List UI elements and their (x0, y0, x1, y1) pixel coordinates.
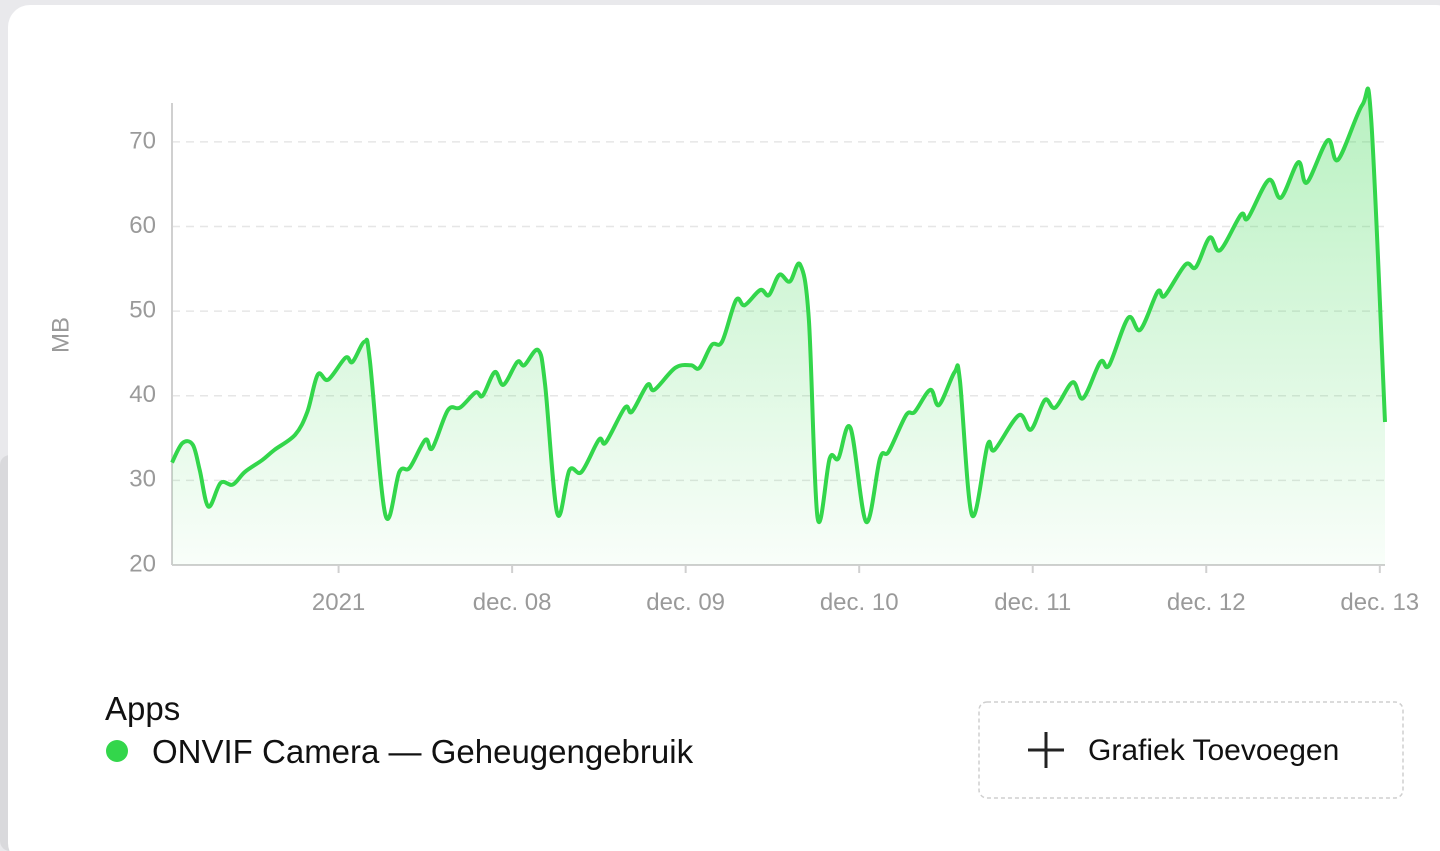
y-tick-label: 50 (129, 296, 156, 323)
legend-entry: ONVIF Camera — Geheugengebruik (152, 733, 694, 770)
y-tick-label: 70 (129, 127, 156, 154)
y-tick-label: 60 (129, 212, 156, 239)
y-tick-label: 30 (129, 466, 156, 493)
line (170, 86, 1387, 524)
add-chart-button[interactable]: Grafiek Toevoegen (978, 701, 1404, 799)
y-tick-label: 20 (129, 550, 156, 577)
x-tick-label: dec. 08 (473, 589, 552, 616)
legend-swatch (106, 740, 128, 762)
x-tick-label: dec. 12 (1167, 589, 1246, 616)
y-tick-label: 40 (129, 381, 156, 408)
x-tick-label: dec. 09 (646, 589, 725, 616)
legend-title: Apps (105, 690, 180, 727)
y-axis-label: MB (47, 317, 74, 353)
x-tick-label: dec. 13 (1340, 589, 1419, 616)
plot: 20 30 40 50 60 70 2021 dec. 08 dec. 09 dec. 10 dec… (129, 86, 1419, 616)
x-tick-label: 2021 (312, 589, 365, 616)
plus-icon[interactable] (1028, 732, 1064, 768)
area (172, 88, 1385, 565)
button-label[interactable]: Grafiek Toevoegen (1088, 734, 1339, 767)
button-frame[interactable] (978, 701, 1404, 799)
x-tick-label: dec. 11 (994, 589, 1071, 616)
x-tick-label: dec. 10 (820, 589, 899, 616)
